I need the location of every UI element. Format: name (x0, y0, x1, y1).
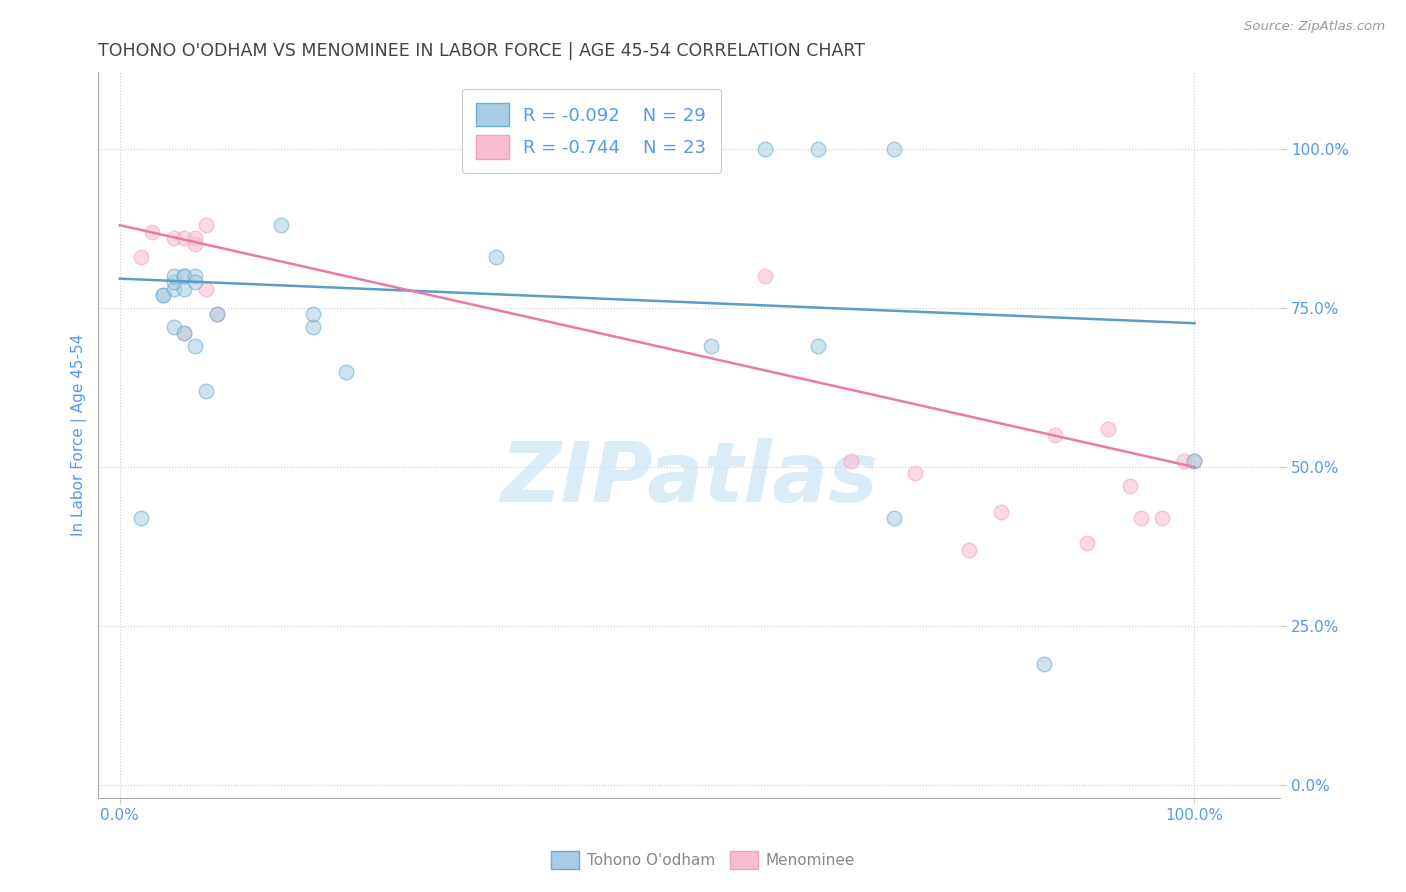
Point (162, 320, 184, 334)
Point (904, 467, 927, 481)
Point (152, 288, 174, 302)
Point (1173, 453, 1195, 467)
Point (754, 142, 776, 156)
Point (131, 250, 153, 264)
Point (205, 307, 228, 321)
Point (883, 511, 905, 525)
Point (302, 320, 325, 334)
Point (173, 326, 195, 341)
Legend: R = -0.092    N = 29, R = -0.744    N = 23: R = -0.092 N = 29, R = -0.744 N = 23 (463, 88, 721, 173)
Point (194, 282, 217, 296)
Point (173, 269, 195, 284)
Point (205, 307, 228, 321)
Point (173, 231, 195, 245)
Point (335, 365, 357, 379)
Point (883, 142, 905, 156)
Point (162, 231, 184, 245)
Point (839, 453, 862, 467)
Point (1033, 657, 1056, 672)
Point (184, 269, 207, 284)
Point (152, 288, 174, 302)
Point (184, 339, 207, 353)
Point (990, 505, 1012, 519)
Point (184, 231, 207, 245)
Point (162, 269, 184, 284)
Legend: Tohono O'odham, Menominee: Tohono O'odham, Menominee (546, 845, 860, 875)
Text: TOHONO O'ODHAM VS MENOMINEE IN LABOR FORCE | AGE 45-54 CORRELATION CHART: TOHONO O'ODHAM VS MENOMINEE IN LABOR FOR… (98, 42, 865, 60)
Point (1129, 511, 1152, 525)
Y-axis label: In Labor Force | Age 45-54: In Labor Force | Age 45-54 (72, 334, 87, 536)
Point (957, 542, 980, 557)
Point (194, 384, 217, 398)
Point (173, 326, 195, 341)
Point (1119, 479, 1142, 493)
Point (485, 250, 508, 264)
Point (173, 269, 195, 284)
Point (1184, 453, 1206, 467)
Point (184, 237, 207, 252)
Point (194, 218, 217, 232)
Point (1184, 453, 1206, 467)
Point (162, 276, 184, 290)
Text: Source: ZipAtlas.com: Source: ZipAtlas.com (1244, 20, 1385, 33)
Point (700, 339, 723, 353)
Point (131, 511, 153, 525)
Point (141, 225, 163, 239)
Point (184, 276, 207, 290)
Point (1097, 422, 1119, 436)
Point (754, 269, 776, 284)
Point (270, 218, 292, 232)
Point (162, 282, 184, 296)
Point (1076, 536, 1098, 550)
Point (1043, 428, 1066, 442)
Point (302, 307, 325, 321)
Text: ZIPatlas: ZIPatlas (501, 438, 879, 519)
Point (1152, 511, 1174, 525)
Point (807, 142, 830, 156)
Point (173, 282, 195, 296)
Point (807, 339, 830, 353)
